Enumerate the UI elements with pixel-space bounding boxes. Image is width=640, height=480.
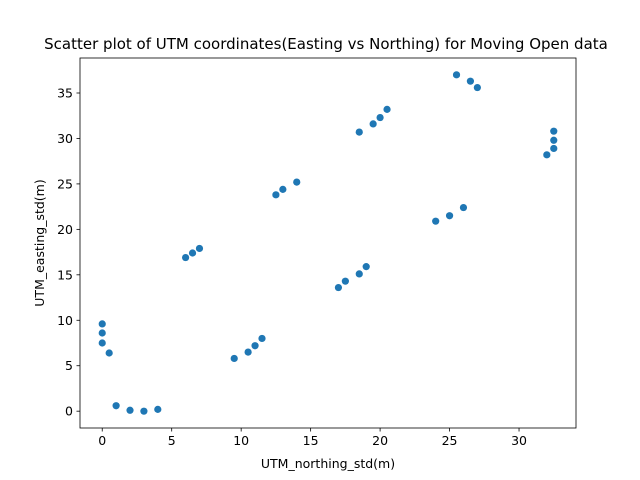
x-tick-label: 30 <box>511 433 527 448</box>
x-tick-label: 5 <box>168 433 176 448</box>
data-point <box>251 342 259 350</box>
data-point <box>543 151 551 159</box>
x-tick-label: 10 <box>233 433 249 448</box>
y-axis-ticks: 0 5 10 15 20 25 30 35 <box>57 86 80 419</box>
data-point <box>293 178 301 186</box>
y-tick-label: 0 <box>65 404 73 419</box>
chart-title: Scatter plot of UTM coordinates(Easting … <box>44 35 608 53</box>
data-point <box>369 120 377 128</box>
data-point <box>362 263 370 271</box>
x-axis-ticks: 0 5 10 15 20 25 30 <box>98 428 527 448</box>
points-layer <box>98 71 558 415</box>
data-point <box>279 185 287 193</box>
y-tick-label: 35 <box>57 86 73 101</box>
data-point <box>188 249 197 257</box>
data-point <box>112 402 120 410</box>
y-tick-label: 20 <box>57 222 73 237</box>
data-point <box>459 203 468 212</box>
data-point <box>258 334 266 343</box>
data-point <box>445 212 454 220</box>
data-point <box>550 144 558 153</box>
data-point <box>452 71 461 79</box>
data-point <box>126 406 134 414</box>
data-point <box>473 83 481 92</box>
data-point <box>195 244 204 253</box>
data-point <box>376 113 384 122</box>
x-tick-label: 20 <box>372 433 388 448</box>
data-point <box>98 329 106 337</box>
data-point <box>181 253 190 262</box>
data-point <box>244 348 252 356</box>
data-point <box>432 217 440 225</box>
data-point <box>383 105 391 113</box>
data-point <box>355 270 363 278</box>
data-point <box>334 283 343 292</box>
data-point <box>105 349 113 357</box>
y-tick-label: 5 <box>65 358 73 373</box>
x-tick-label: 15 <box>303 433 319 448</box>
x-tick-label: 0 <box>98 433 106 448</box>
y-tick-label: 10 <box>57 313 73 328</box>
data-point <box>272 191 280 199</box>
data-point <box>98 320 106 328</box>
x-tick-label: 25 <box>442 433 458 448</box>
data-point <box>550 136 558 144</box>
data-point <box>550 127 558 135</box>
data-point <box>341 277 349 285</box>
y-axis-label: UTM_easting_std(m) <box>32 179 47 306</box>
x-axis-label: UTM_northing_std(m) <box>261 456 395 471</box>
y-tick-label: 15 <box>57 267 73 282</box>
data-point <box>98 339 106 347</box>
plot-area <box>80 58 576 428</box>
y-tick-label: 30 <box>57 131 73 146</box>
data-point <box>355 128 363 136</box>
data-point <box>466 77 475 85</box>
plot-frame <box>79 57 577 429</box>
data-point <box>140 407 148 415</box>
data-point <box>154 405 162 413</box>
y-tick-label: 25 <box>57 176 73 191</box>
data-point <box>230 354 238 363</box>
